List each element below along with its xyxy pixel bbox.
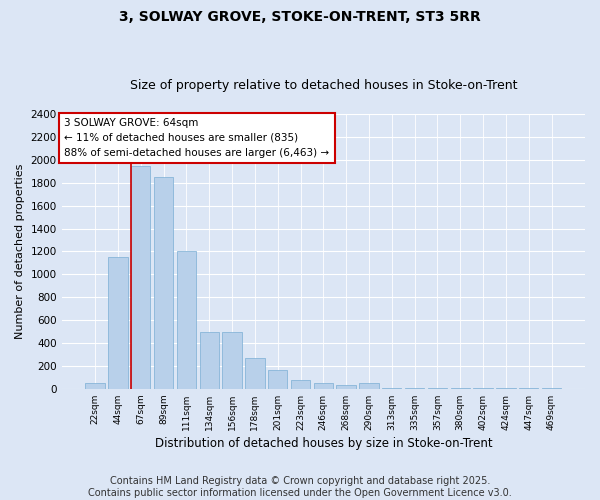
Bar (223, 332, 242, 389)
Bar (428, 388, 447, 389)
Bar (451, 388, 470, 389)
Title: Size of property relative to detached houses in Stoke-on-Trent: Size of property relative to detached ho… (130, 79, 517, 92)
Bar (85, 383, 105, 389)
Text: Contains HM Land Registry data © Crown copyright and database right 2025.
Contai: Contains HM Land Registry data © Crown c… (88, 476, 512, 498)
Bar (473, 388, 493, 389)
Bar (291, 380, 310, 389)
Bar (131, 166, 151, 389)
Text: 3 SOLWAY GROVE: 64sqm
← 11% of detached houses are smaller (835)
88% of semi-det: 3 SOLWAY GROVE: 64sqm ← 11% of detached … (64, 118, 329, 158)
Bar (108, 257, 128, 389)
Text: 3, SOLWAY GROVE, STOKE-ON-TRENT, ST3 5RR: 3, SOLWAY GROVE, STOKE-ON-TRENT, ST3 5RR (119, 10, 481, 24)
Bar (268, 370, 287, 389)
Bar (405, 388, 424, 389)
Bar (154, 177, 173, 389)
Bar (245, 358, 265, 389)
Bar (314, 383, 333, 389)
X-axis label: Distribution of detached houses by size in Stoke-on-Trent: Distribution of detached houses by size … (155, 437, 492, 450)
Bar (542, 388, 561, 389)
Bar (496, 388, 515, 389)
Bar (359, 382, 379, 389)
Bar (177, 252, 196, 389)
Bar (200, 332, 219, 389)
Bar (519, 388, 538, 389)
Bar (337, 386, 356, 389)
Y-axis label: Number of detached properties: Number of detached properties (15, 164, 25, 339)
Bar (382, 388, 401, 389)
